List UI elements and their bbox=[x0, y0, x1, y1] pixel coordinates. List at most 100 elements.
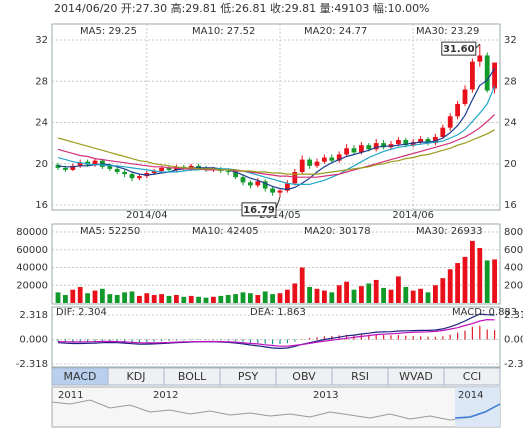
candle-body bbox=[129, 174, 135, 179]
navigator-window-line bbox=[454, 403, 501, 419]
volume-bar bbox=[470, 240, 475, 303]
annotation-pointer bbox=[275, 196, 281, 210]
macd-line bbox=[57, 313, 495, 350]
legend-entry: MA30: 23.29 bbox=[416, 26, 479, 37]
indicator-tab-label[interactable]: WVAD bbox=[399, 370, 433, 383]
volume-bar bbox=[144, 293, 150, 303]
navigator-year: 2014 bbox=[458, 390, 483, 401]
candle-body bbox=[159, 167, 164, 171]
y-tick-label-right: -2.318 bbox=[504, 359, 523, 370]
volume-bar bbox=[122, 292, 127, 303]
volume-bar bbox=[55, 292, 61, 303]
candle-body bbox=[114, 168, 120, 172]
y-tick-label-right: 20000 bbox=[504, 280, 523, 291]
volume-bar bbox=[63, 295, 68, 303]
candle-body bbox=[359, 145, 364, 153]
volume-bar bbox=[388, 289, 394, 303]
candle-body bbox=[92, 160, 98, 165]
volume-bar bbox=[433, 285, 438, 303]
candle-body bbox=[255, 181, 261, 186]
volume-bar bbox=[151, 295, 157, 303]
candle-body bbox=[344, 148, 349, 155]
candle-body bbox=[492, 62, 497, 89]
navigator-year: 2012 bbox=[153, 390, 178, 401]
indicator-tab-label[interactable]: MACD bbox=[64, 370, 97, 383]
volume-bar bbox=[255, 295, 261, 303]
volume-bar bbox=[129, 291, 135, 303]
candle-body bbox=[455, 103, 460, 117]
indicator-tab-label[interactable]: PSY bbox=[238, 370, 259, 383]
indicator-tab-label[interactable]: RSI bbox=[351, 370, 369, 383]
volume-bar bbox=[218, 295, 224, 303]
candle-body bbox=[270, 188, 275, 193]
candle-body bbox=[336, 154, 342, 161]
candle-body bbox=[440, 127, 446, 137]
volume-frame bbox=[51, 223, 501, 305]
volume-bar bbox=[455, 263, 460, 303]
candle-body bbox=[396, 140, 401, 145]
candle-body bbox=[425, 139, 431, 144]
candle-body bbox=[477, 55, 483, 62]
y-tick-label-right: 60000 bbox=[504, 245, 523, 256]
y-tick-label-right: 16 bbox=[504, 200, 517, 211]
indicator-tab[interactable] bbox=[443, 367, 501, 386]
navigator-window[interactable] bbox=[455, 387, 500, 427]
annotation-label: 31.60 bbox=[443, 44, 475, 55]
y-tick-label: 16 bbox=[35, 200, 48, 211]
y-tick-label: 60000 bbox=[16, 245, 48, 256]
volume-bar bbox=[462, 256, 468, 303]
volume-bar bbox=[381, 287, 386, 303]
indicator-tab-label[interactable]: OBV bbox=[292, 370, 316, 383]
annotation-pointer bbox=[475, 43, 481, 49]
legend-entry: DIF: 2.304 bbox=[56, 307, 107, 318]
candle-body bbox=[277, 190, 283, 193]
legend-entry: MA10: 27.52 bbox=[192, 26, 255, 37]
y-tick-label: 32 bbox=[35, 35, 48, 46]
header-quote: 2014/06/20 开:27.30 高:29.81 低:26.81 收:29.… bbox=[54, 1, 430, 15]
legend-entry: MACD: 0.883 bbox=[452, 307, 517, 318]
candle-body bbox=[381, 143, 386, 148]
candle-body bbox=[447, 116, 453, 128]
candle-body bbox=[322, 157, 327, 162]
candle-body bbox=[122, 172, 127, 175]
candle-body bbox=[233, 172, 238, 178]
ma-line bbox=[57, 85, 496, 185]
x-tick-label: 2014/05 bbox=[259, 210, 301, 221]
volume-bar bbox=[351, 289, 357, 303]
volume-bar bbox=[211, 296, 216, 303]
volume-bar bbox=[92, 290, 98, 303]
y-tick-label: 80000 bbox=[16, 227, 48, 238]
volume-bar bbox=[492, 259, 497, 303]
volume-bar bbox=[477, 247, 483, 303]
candle-body bbox=[151, 170, 157, 174]
volume-bar bbox=[285, 289, 290, 303]
navigator-line bbox=[51, 399, 501, 421]
legend-entry: MA5: 52250 bbox=[80, 226, 140, 237]
volume-bar bbox=[100, 288, 105, 303]
annotation-box bbox=[241, 202, 277, 217]
volume-bar bbox=[403, 287, 409, 303]
price-frame bbox=[51, 23, 501, 211]
volume-bar bbox=[174, 295, 179, 303]
volume-bar bbox=[159, 294, 164, 303]
volume-bar bbox=[484, 260, 490, 303]
navigator[interactable] bbox=[51, 386, 501, 428]
indicator-tab-label[interactable]: CCI bbox=[463, 370, 482, 383]
x-tick-label: 2014/06 bbox=[392, 210, 434, 221]
volume-bar bbox=[166, 295, 172, 303]
y-tick-label-right: 32 bbox=[504, 35, 517, 46]
y-tick-label-right: 2.318 bbox=[504, 310, 523, 321]
navigator-year: 2013 bbox=[313, 390, 338, 401]
volume-bar bbox=[366, 283, 372, 303]
candle-body bbox=[373, 143, 379, 150]
candle-body bbox=[225, 170, 231, 172]
indicator-tab-label[interactable]: BOLL bbox=[178, 370, 207, 383]
legend-entry: DEA: 1.863 bbox=[250, 307, 306, 318]
candle-body bbox=[70, 165, 76, 170]
candle-body bbox=[484, 55, 490, 91]
volume-bar bbox=[447, 269, 453, 303]
y-tick-label-right: 0.000 bbox=[504, 335, 523, 346]
indicator-tab-label[interactable]: KDJ bbox=[127, 370, 146, 383]
volume-bar bbox=[270, 294, 275, 303]
